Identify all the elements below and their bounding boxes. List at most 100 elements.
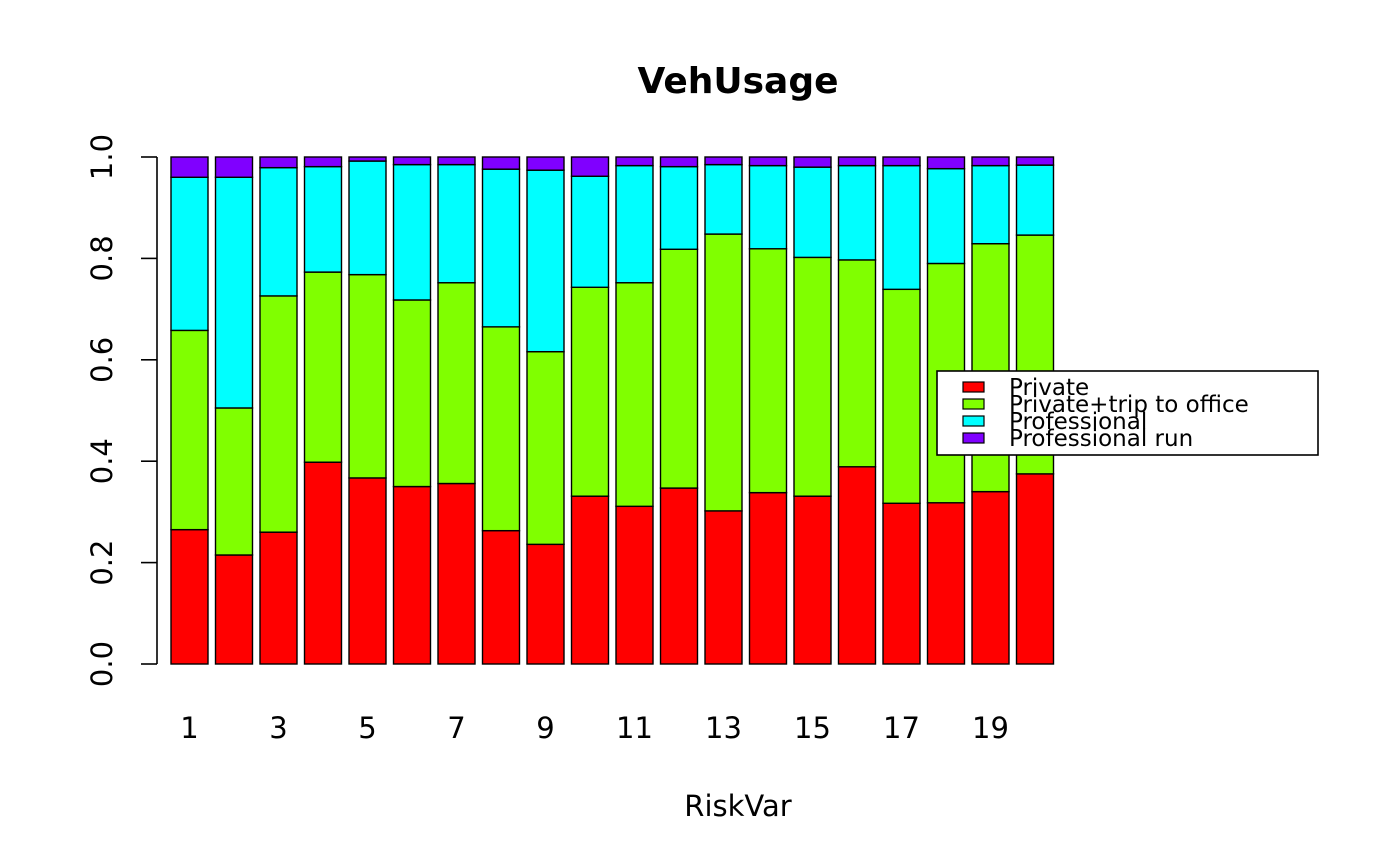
bar-segment-5-2: [348, 273, 387, 479]
bar-segment-2-2: [214, 407, 254, 556]
bar-segment-3-1: [259, 531, 298, 665]
bar-segment-8-2: [481, 326, 521, 532]
y-tick-label: 0.4: [85, 438, 119, 484]
bar-segment-2-3: [214, 176, 254, 409]
x-tick-label: 1: [180, 711, 198, 745]
bar-segment-9-4: [526, 156, 565, 171]
x-tick-label: 11: [616, 711, 653, 745]
bar-segment-19-4: [971, 156, 1010, 167]
bar-segment-4-3: [303, 165, 343, 273]
bar-segment-5-3: [348, 160, 387, 276]
bar-segment-19-3: [971, 164, 1010, 245]
bar-segment-15-4: [793, 156, 832, 168]
x-tick-label: 17: [883, 711, 920, 745]
bar-segment-14-3: [748, 164, 788, 250]
legend-swatch: [962, 381, 985, 393]
bar-segment-12-2: [659, 248, 699, 489]
y-tick-label: 0.8: [85, 235, 119, 281]
bar-segment-7-4: [437, 156, 476, 166]
bar-segment-1-1: [170, 528, 209, 665]
bar-segment-3-3: [259, 166, 298, 297]
y-tick-label: 0.2: [85, 540, 119, 586]
bar-segment-3-2: [259, 295, 298, 533]
bar-segment-14-4: [748, 156, 788, 167]
bar-segment-2-1: [214, 554, 254, 665]
bar-segment-7-2: [437, 282, 476, 485]
bar-segment-8-4: [481, 156, 521, 170]
bar-segment-18-4: [926, 156, 966, 170]
y-tick-label: 0.6: [85, 337, 119, 383]
bar-segment-1-3: [170, 176, 209, 332]
legend-swatch: [962, 432, 985, 444]
bar-segment-7-3: [437, 163, 476, 284]
bar-segment-12-1: [659, 487, 699, 665]
bar-segment-11-2: [615, 282, 654, 508]
bar-segment-10-4: [570, 156, 610, 177]
bar-segment-17-3: [882, 164, 921, 291]
bars-group: [170, 156, 1055, 665]
bar-segment-5-4: [348, 156, 387, 162]
bar-segment-13-2: [704, 233, 743, 512]
bar-segment-2-4: [214, 156, 254, 178]
bar-segment-17-1: [882, 502, 921, 665]
bar-segment-1-4: [170, 156, 209, 178]
bar-segment-7-1: [437, 482, 476, 665]
bar-segment-10-3: [570, 175, 610, 288]
bar-segment-13-1: [704, 510, 743, 665]
x-tick-label: 7: [447, 711, 465, 745]
x-axis-label: RiskVar: [684, 789, 791, 823]
bar-segment-9-3: [526, 169, 565, 353]
x-tick-label: 5: [358, 711, 376, 745]
y-tick-label: 0.0: [85, 641, 119, 687]
legend-label: Professional: [1009, 409, 1147, 435]
bar-segment-15-2: [793, 256, 832, 497]
bar-segment-14-1: [748, 491, 788, 665]
bar-segment-13-3: [704, 163, 743, 235]
bar-segment-20-4: [1015, 156, 1055, 166]
bar-segment-8-3: [481, 168, 521, 328]
bar-segment-18-1: [926, 502, 966, 665]
bar-segment-6-3: [392, 163, 432, 301]
bar-segment-11-4: [615, 156, 654, 167]
x-tick-label: 19: [972, 711, 1009, 745]
bar-segment-4-1: [303, 461, 343, 665]
bar-segment-12-3: [659, 165, 699, 250]
chart-title: VehUsage: [637, 61, 838, 102]
bar-segment-16-4: [837, 156, 877, 167]
bar-segment-16-2: [837, 259, 877, 468]
bar-segment-10-2: [570, 286, 610, 497]
bar-segment-4-2: [303, 271, 343, 463]
bar-segment-9-1: [526, 543, 565, 665]
bar-segment-12-4: [659, 156, 699, 168]
bar-segment-10-1: [570, 495, 610, 665]
bar-segment-6-4: [392, 156, 432, 166]
bar-segment-9-2: [526, 350, 565, 546]
x-axis: 1 3 5 7 9 11 13 15 17 19: [180, 711, 1009, 745]
bar-segment-20-1: [1015, 473, 1055, 665]
bar-segment-17-4: [882, 156, 921, 167]
bar-segment-11-1: [615, 505, 654, 665]
x-tick-label: 9: [536, 711, 554, 745]
bar-segment-1-2: [170, 329, 209, 531]
legend-label: Professional run: [1009, 426, 1193, 452]
bar-segment-19-1: [971, 490, 1010, 665]
bar-segment-15-1: [793, 495, 832, 665]
legend-swatch: [962, 398, 985, 410]
legend-swatch: [962, 415, 985, 427]
bar-segment-16-1: [837, 466, 877, 665]
bar-segment-20-3: [1015, 164, 1055, 236]
bar-segment-16-3: [837, 164, 877, 261]
bar-segment-6-2: [392, 299, 432, 488]
bar-segment-14-2: [748, 248, 788, 494]
bar-segment-18-3: [926, 167, 966, 265]
legend-box: [936, 370, 1319, 456]
y-axis: 0.0 0.2 0.4 0.6 0.8 1.0: [85, 134, 158, 687]
bar-segment-11-3: [615, 164, 654, 284]
bar-segment-13-4: [704, 156, 743, 166]
bar-segment-6-1: [392, 485, 432, 665]
bar-segment-15-3: [793, 166, 832, 259]
bar-segment-4-4: [303, 156, 343, 168]
x-tick-label: 13: [705, 711, 742, 745]
